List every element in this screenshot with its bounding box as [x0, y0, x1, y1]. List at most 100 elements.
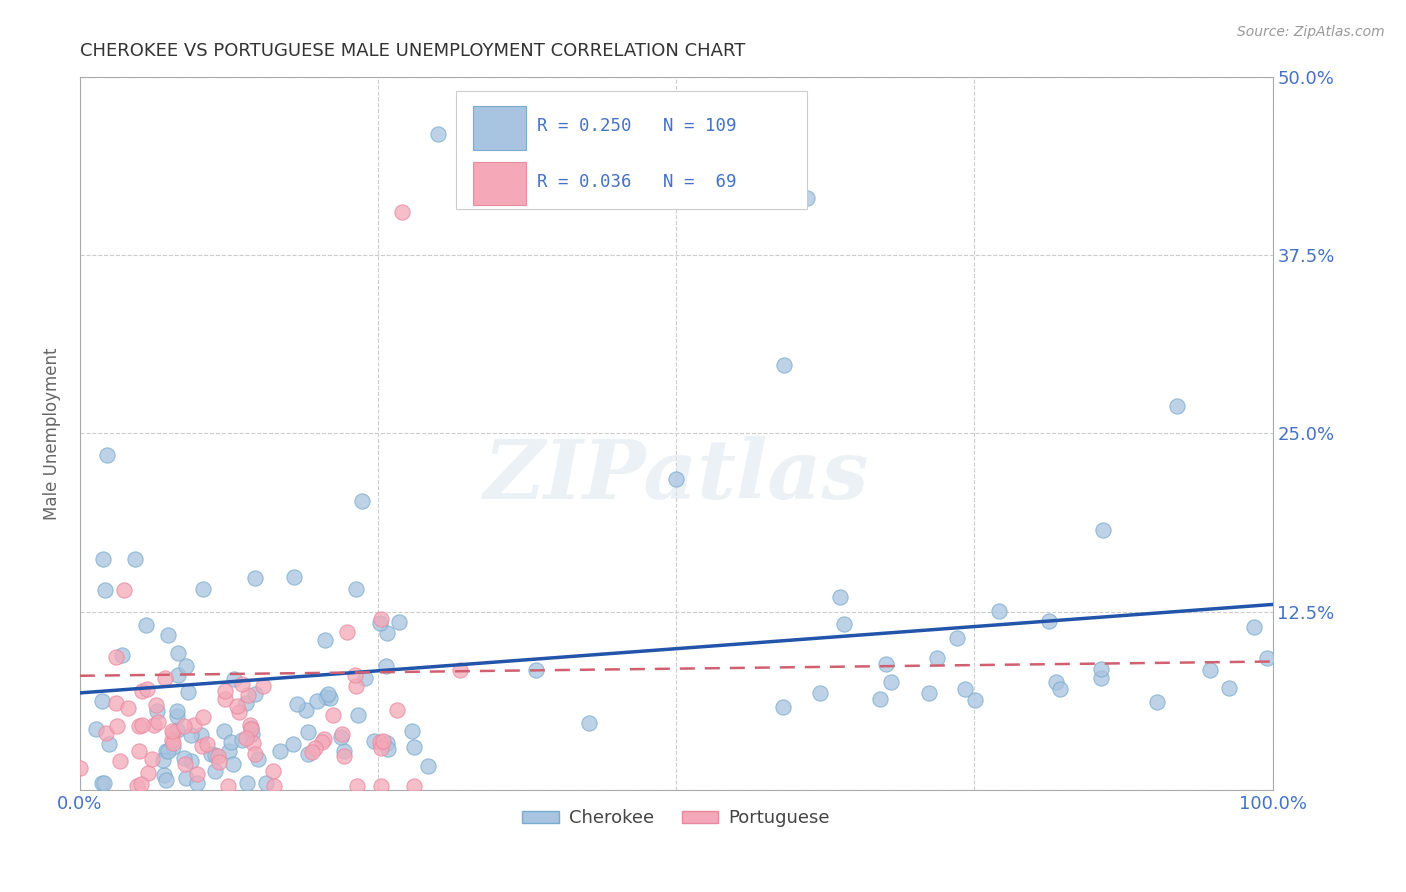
Point — [231, 733, 253, 747]
Point — [135, 681, 157, 696]
Point — [346, 582, 368, 596]
Point — [314, 633, 336, 648]
Point — [98, 737, 121, 751]
Point — [96, 449, 118, 463]
Point — [91, 693, 114, 707]
Point — [236, 689, 259, 703]
Point — [191, 582, 214, 596]
Point — [240, 721, 263, 735]
Point — [174, 771, 197, 785]
Point — [193, 710, 215, 724]
Y-axis label: Male Unemployment: Male Unemployment — [44, 347, 60, 519]
Point — [333, 749, 356, 764]
Point — [84, 722, 107, 736]
Point — [156, 744, 179, 758]
Point — [166, 705, 188, 719]
Point — [111, 648, 134, 662]
Point — [578, 716, 600, 731]
Point — [242, 735, 264, 749]
Point — [368, 616, 391, 631]
Point — [243, 571, 266, 585]
Point — [162, 726, 184, 740]
Point — [347, 708, 370, 723]
Point — [329, 731, 352, 745]
Point — [363, 734, 385, 748]
Point — [832, 616, 855, 631]
Text: R = 0.036   N =  69: R = 0.036 N = 69 — [537, 173, 737, 191]
Text: Source: ZipAtlas.com: Source: ZipAtlas.com — [1237, 25, 1385, 39]
Point — [1166, 399, 1188, 413]
Point — [953, 682, 976, 697]
Point — [231, 677, 253, 691]
Point — [129, 777, 152, 791]
Point — [315, 690, 337, 705]
Point — [174, 756, 197, 771]
Point — [228, 705, 250, 719]
Point — [155, 773, 177, 788]
Point — [1045, 675, 1067, 690]
Point — [105, 696, 128, 710]
Point — [167, 668, 190, 682]
Point — [128, 719, 150, 733]
Point — [208, 755, 231, 769]
Point — [344, 668, 367, 682]
Point — [375, 736, 398, 750]
Point — [1199, 664, 1222, 678]
Point — [988, 604, 1011, 618]
Point — [190, 728, 212, 742]
Point — [225, 699, 247, 714]
Point — [385, 702, 408, 716]
FancyBboxPatch shape — [456, 91, 807, 209]
Point — [200, 747, 222, 762]
Point — [112, 582, 135, 597]
Point — [136, 766, 159, 780]
Point — [183, 718, 205, 732]
Point — [94, 583, 117, 598]
Point — [124, 551, 146, 566]
Point — [90, 776, 112, 790]
Point — [262, 764, 284, 778]
Point — [94, 726, 117, 740]
Point — [333, 744, 356, 758]
Point — [772, 700, 794, 714]
Point — [946, 631, 969, 645]
Point — [145, 698, 167, 712]
Point — [1218, 681, 1240, 695]
Point — [875, 657, 897, 671]
Text: R = 0.250   N = 109: R = 0.250 N = 109 — [537, 118, 737, 136]
Point — [214, 724, 236, 739]
Point — [93, 776, 115, 790]
Point — [346, 779, 368, 793]
Point — [162, 736, 184, 750]
Point — [377, 741, 399, 756]
Point — [160, 733, 183, 747]
Point — [319, 691, 342, 706]
Point — [524, 663, 547, 677]
Point — [162, 739, 184, 754]
Point — [295, 703, 318, 717]
Point — [117, 701, 139, 715]
Point — [344, 679, 367, 693]
Point — [322, 708, 344, 723]
Point — [254, 776, 277, 790]
Point — [925, 650, 948, 665]
Point — [191, 739, 214, 754]
Point — [207, 748, 229, 763]
Point — [180, 755, 202, 769]
Point — [160, 724, 183, 739]
Point — [108, 754, 131, 768]
Point — [426, 127, 449, 141]
Point — [269, 744, 291, 758]
Point — [311, 734, 333, 748]
Point — [242, 727, 264, 741]
Point — [353, 671, 375, 685]
Point — [155, 744, 177, 758]
Point — [336, 624, 359, 639]
Point — [166, 709, 188, 723]
Point — [214, 692, 236, 706]
Point — [166, 723, 188, 737]
Point — [316, 687, 339, 701]
Point — [246, 752, 269, 766]
Point — [135, 617, 157, 632]
Point — [91, 552, 114, 566]
